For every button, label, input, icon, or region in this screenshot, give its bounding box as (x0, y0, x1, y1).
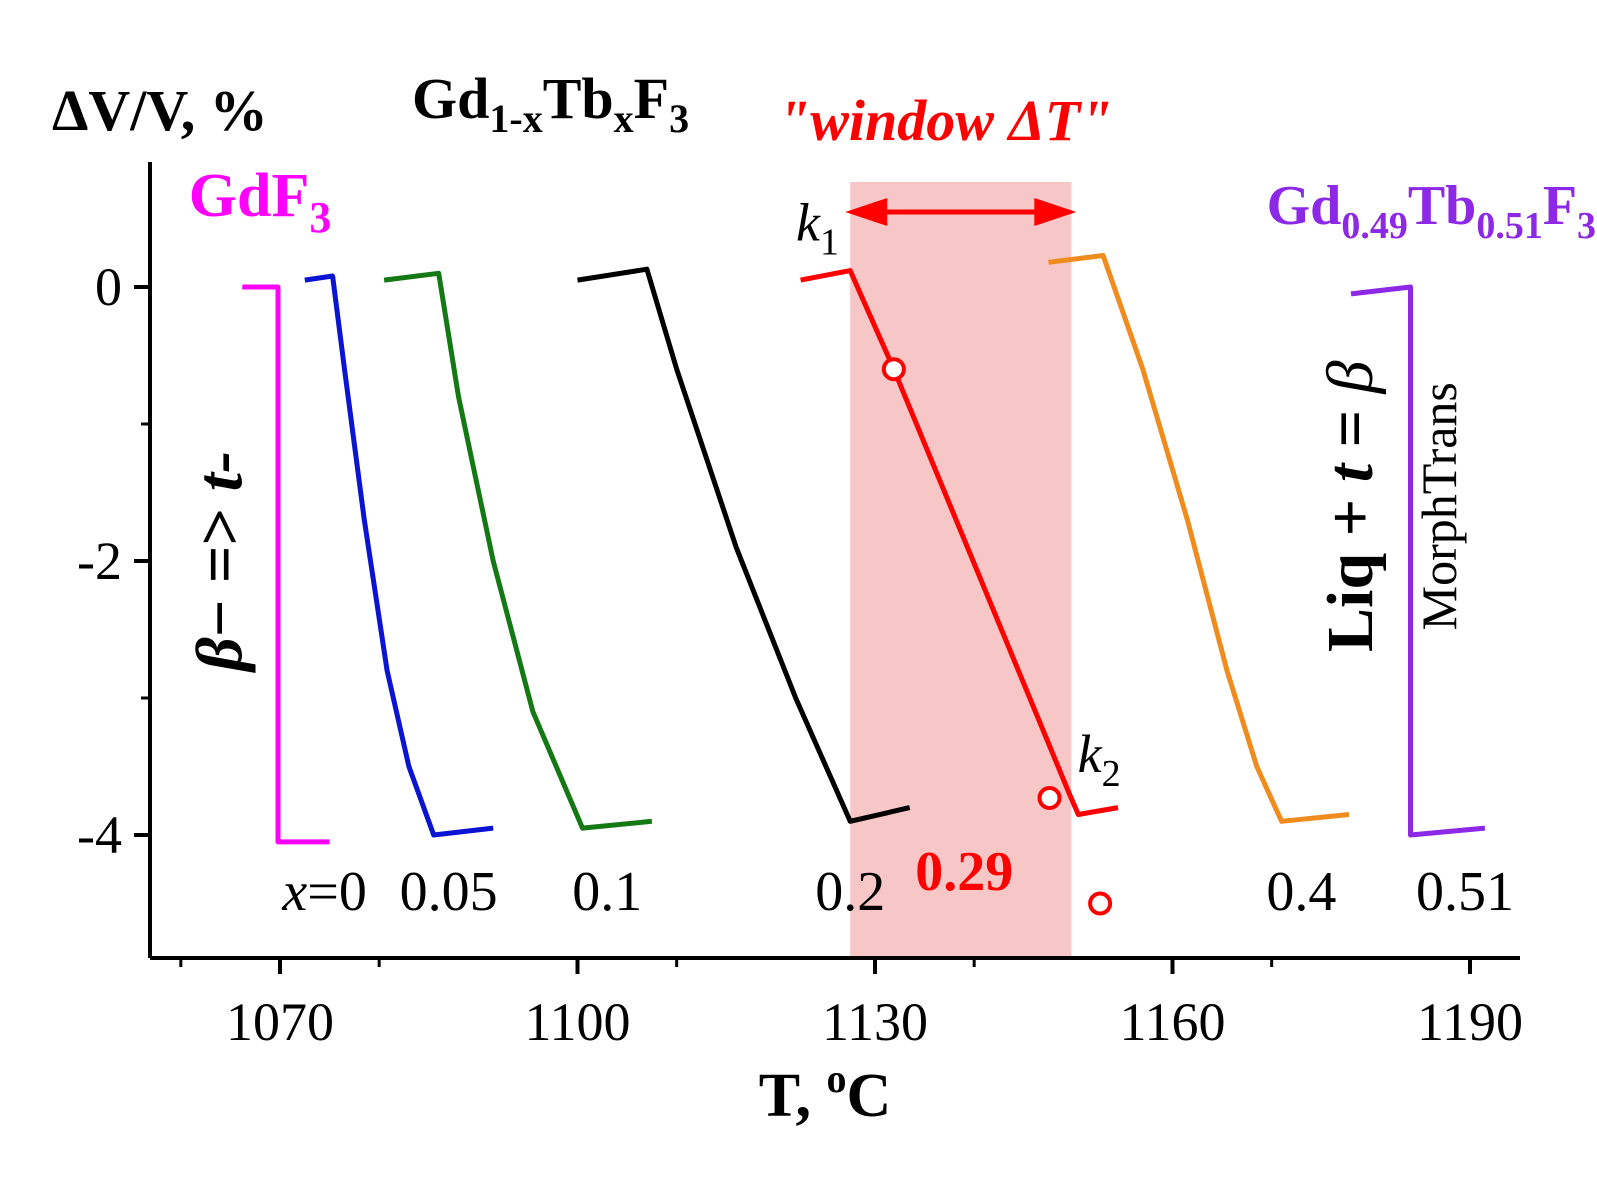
k-annotation: k1 (796, 192, 839, 263)
open-marker (881, 357, 906, 382)
x-tick-label: 1130 (822, 992, 928, 1052)
markers (881, 357, 1113, 916)
series-label: 0.4 (1266, 861, 1336, 923)
series-label: 0.51 (1416, 861, 1514, 923)
k-annotation: k2 (1078, 724, 1121, 795)
curves (242, 253, 1486, 845)
y-axis-label: ΔV/V, % (52, 78, 268, 143)
y-tick-labels: 0 -2 -4 (77, 257, 122, 865)
series-label: 0.29 (915, 841, 1013, 903)
x-axis-label: T, oC (759, 1056, 892, 1130)
open-marker (1088, 891, 1113, 916)
series-labels: x=0 0.05 0.1 0.2 0.29 0.4 0.51 (281, 841, 1514, 923)
formula-label-gd049tb051f3: Gd0.49Tb0.51F3 (1267, 175, 1596, 247)
transition-label-beta-t: β− => t- (183, 451, 256, 674)
series-curve (242, 284, 330, 845)
series-curve (1350, 284, 1486, 838)
transition-label-liq-t-beta: Liq + t = β (1314, 360, 1387, 652)
x-tick-labels: 1070 1100 1130 1160 1190 (226, 992, 1523, 1052)
window-arrow (845, 198, 1077, 226)
x-tick-label: 1070 (226, 992, 334, 1052)
series-curve (383, 270, 653, 831)
formula-label-gdf3: GdF3 (189, 162, 332, 242)
series-curve (800, 268, 1119, 817)
series-label: x=0 (281, 861, 366, 923)
y-tick-label: -2 (77, 531, 122, 591)
window-band (850, 182, 1072, 956)
series-curve (304, 273, 494, 838)
y-tick-label: -4 (77, 805, 122, 865)
axis-ticks (134, 285, 1472, 974)
y-tick-label: 0 (95, 257, 122, 317)
series-curve (1048, 253, 1350, 824)
series-curve (577, 266, 911, 824)
chart-title: Gd1-xTbxF3 (412, 66, 689, 141)
x-tick-label: 1160 (1120, 992, 1226, 1052)
x-tick-label: 1100 (525, 992, 631, 1052)
x-tick-label: 1190 (1417, 992, 1523, 1052)
window-label: "window ΔT" (778, 88, 1112, 153)
series-label: 0.05 (400, 861, 498, 923)
series-label: 0.2 (815, 861, 885, 923)
series-label: 0.1 (572, 861, 642, 923)
annotations: k1 k2 GdF3 Gd0.49Tb0.51F3 β− => t- Liq + t = … (183, 162, 1596, 795)
open-marker (1037, 786, 1062, 811)
morphtrans-label: MorphTrans (1411, 382, 1467, 630)
